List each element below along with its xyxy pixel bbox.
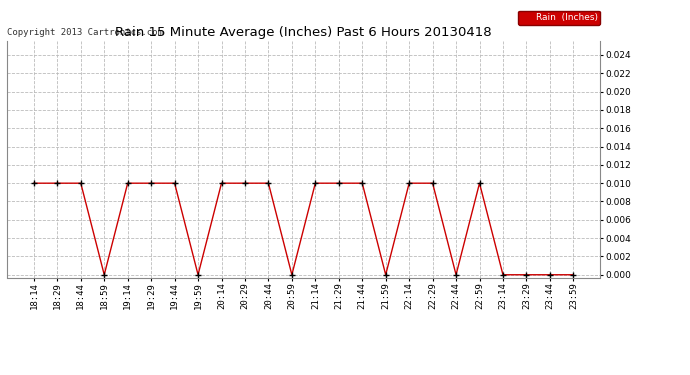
Rain  (Inches)	[288, 273, 296, 277]
Rain  (Inches)	[499, 273, 507, 277]
Rain  (Inches)	[358, 181, 366, 185]
Rain  (Inches)	[452, 273, 460, 277]
Rain  (Inches)	[147, 181, 155, 185]
Rain  (Inches)	[311, 181, 319, 185]
Line: Rain  (Inches): Rain (Inches)	[31, 180, 576, 278]
Rain  (Inches)	[546, 273, 554, 277]
Rain  (Inches)	[428, 181, 437, 185]
Rain  (Inches)	[405, 181, 413, 185]
Rain  (Inches)	[30, 181, 38, 185]
Rain  (Inches)	[170, 181, 179, 185]
Legend: Rain  (Inches): Rain (Inches)	[518, 10, 600, 25]
Rain  (Inches)	[217, 181, 226, 185]
Rain  (Inches)	[77, 181, 85, 185]
Rain  (Inches)	[194, 273, 202, 277]
Rain  (Inches)	[100, 273, 108, 277]
Rain  (Inches)	[382, 273, 390, 277]
Text: Copyright 2013 Cartronics.com: Copyright 2013 Cartronics.com	[7, 27, 163, 36]
Rain  (Inches)	[569, 273, 578, 277]
Rain  (Inches)	[241, 181, 249, 185]
Rain  (Inches)	[475, 181, 484, 185]
Rain  (Inches)	[522, 273, 531, 277]
Rain  (Inches)	[264, 181, 273, 185]
Rain  (Inches)	[53, 181, 61, 185]
Rain  (Inches)	[124, 181, 132, 185]
Rain  (Inches)	[335, 181, 343, 185]
Title: Rain 15 Minute Average (Inches) Past 6 Hours 20130418: Rain 15 Minute Average (Inches) Past 6 H…	[115, 26, 492, 39]
